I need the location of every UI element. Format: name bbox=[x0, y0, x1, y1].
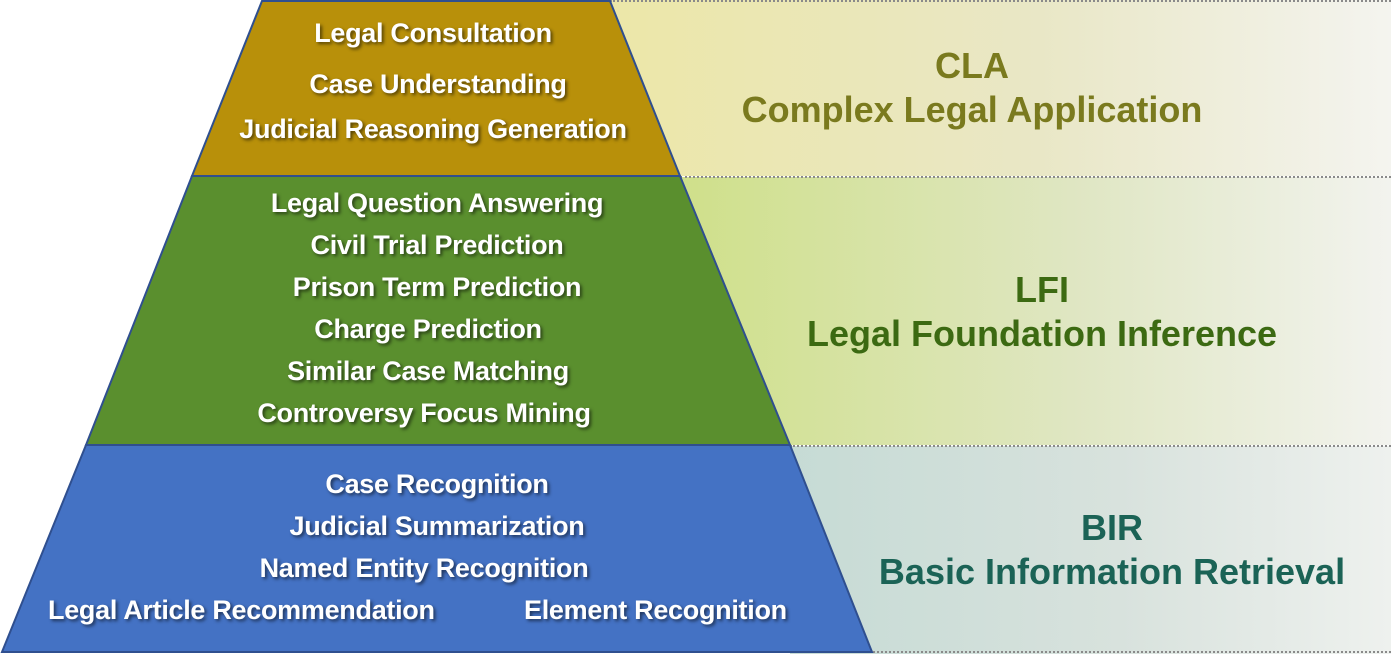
task-judicial-reasoning-generation: Judicial Reasoning Generation bbox=[239, 114, 627, 144]
task-similar-case-matching: Similar Case Matching bbox=[287, 356, 569, 386]
cla-full-name: Complex Legal Application bbox=[741, 89, 1203, 130]
cla-abbr: CLA bbox=[934, 45, 1009, 86]
bir-label-band bbox=[790, 446, 1391, 654]
bir-full-name: Basic Information Retrieval bbox=[878, 551, 1346, 592]
task-element-recognition: Element Recognition bbox=[524, 595, 787, 625]
task-civil-trial-prediction: Civil Trial Prediction bbox=[310, 230, 564, 260]
task-legal-question-answering: Legal Question Answering bbox=[270, 188, 604, 218]
bir-abbr: BIR bbox=[1080, 507, 1143, 548]
lfi-abbr: LFI bbox=[1015, 269, 1069, 310]
bir-level-label: BIR Basic Information Retrieval bbox=[879, 506, 1345, 594]
bir-tier bbox=[0, 444, 874, 653]
divider-lfi-bir bbox=[790, 445, 1391, 447]
cla-label-band bbox=[610, 0, 1391, 176]
divider-cla-lfi bbox=[680, 176, 1391, 178]
task-charge-prediction: Charge Prediction bbox=[314, 314, 542, 344]
task-case-understanding: Case Understanding bbox=[309, 69, 567, 99]
task-legal-article-recommendation: Legal Article Recommendation bbox=[48, 595, 435, 625]
lfi-label-band bbox=[680, 177, 1391, 445]
task-named-entity-recognition: Named Entity Recognition bbox=[259, 553, 589, 583]
cla-level-label: CLA Complex Legal Application bbox=[742, 44, 1203, 132]
task-controversy-focus-mining: Controversy Focus Mining bbox=[257, 398, 591, 428]
task-case-recognition: Case Recognition bbox=[325, 469, 549, 499]
task-prison-term-prediction: Prison Term Prediction bbox=[292, 272, 582, 302]
lfi-level-label: LFI Legal Foundation Inference bbox=[807, 268, 1277, 356]
divider-bottom bbox=[870, 651, 1391, 653]
task-legal-consultation: Legal Consultation bbox=[314, 18, 552, 48]
lfi-full-name: Legal Foundation Inference bbox=[806, 313, 1278, 354]
divider-top bbox=[610, 0, 1391, 2]
task-judicial-summarization: Judicial Summarization bbox=[289, 511, 585, 541]
